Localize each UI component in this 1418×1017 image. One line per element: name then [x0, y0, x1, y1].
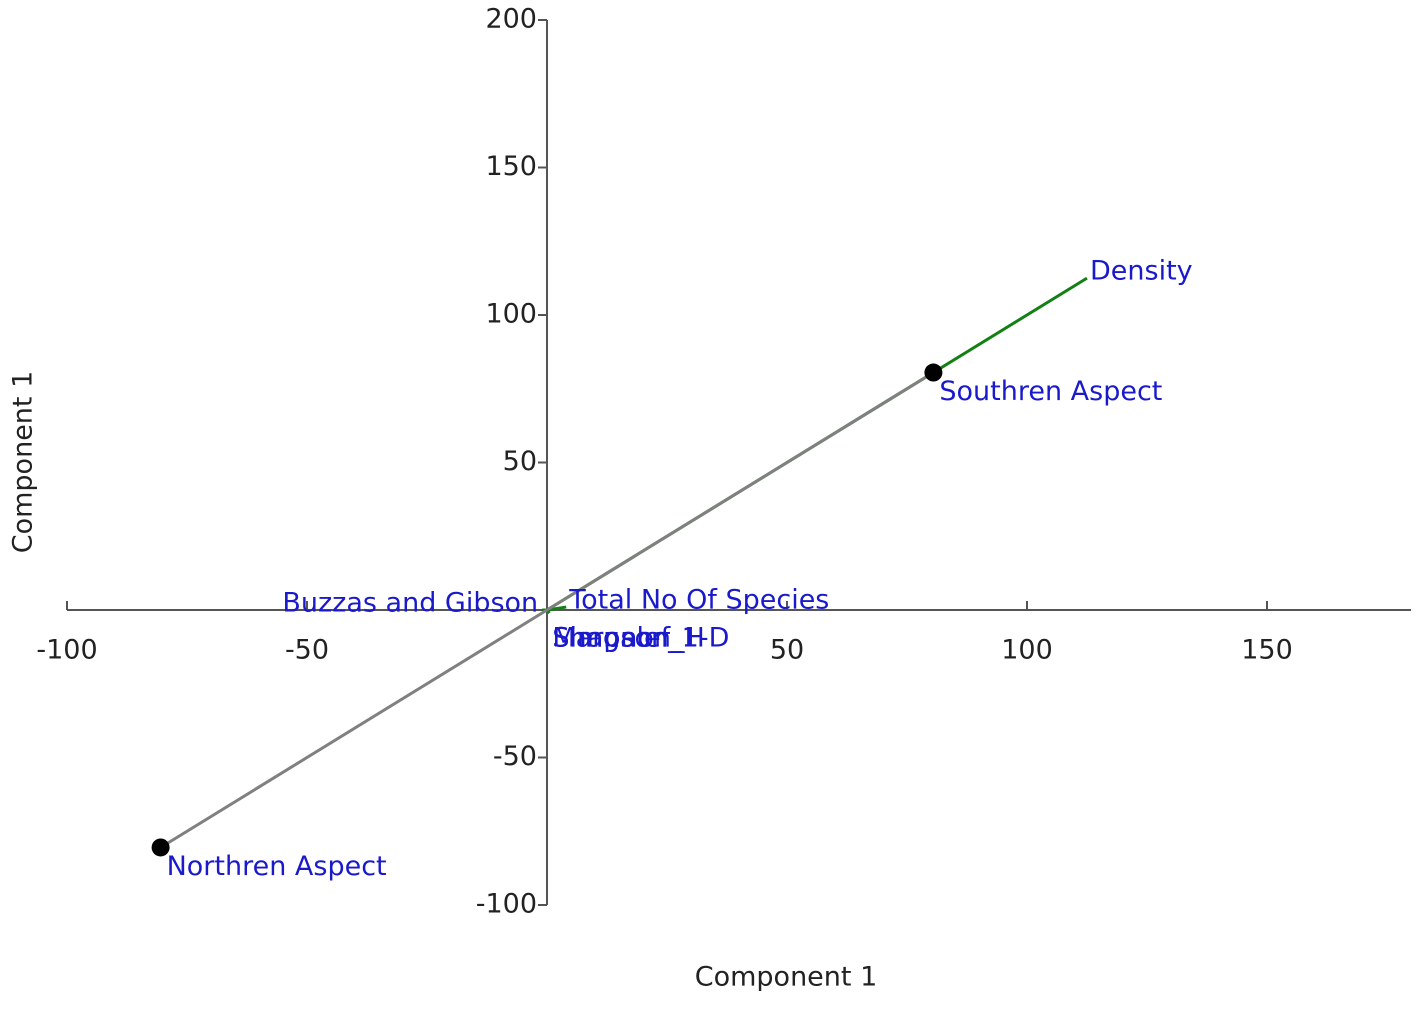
sample-line — [546, 371, 935, 612]
variable-label: Buzzas and Gibson — [282, 588, 538, 619]
variable-label: Shannon_H — [552, 622, 704, 653]
y-tick-label: 150 — [485, 151, 537, 182]
variable-label: Density — [1090, 256, 1193, 287]
sample-point — [151, 838, 170, 857]
x-tick-label: 100 — [1001, 635, 1053, 666]
y-axis-label: Component 1 — [8, 371, 39, 554]
variable-label: Total No Of Species — [568, 585, 829, 616]
y-tick-label: -100 — [476, 889, 537, 920]
y-tick-label: -50 — [493, 741, 537, 772]
sample-point — [924, 363, 943, 382]
variable-label: Simpson_1-D — [552, 622, 729, 653]
x-axis-label: Component 1 — [695, 962, 878, 993]
x-tick-label: -50 — [285, 635, 329, 666]
sample-label: Northren Aspect — [167, 851, 387, 882]
x-tick-label: 50 — [770, 635, 804, 666]
x-tick-label: 150 — [1241, 635, 1293, 666]
sample-line — [159, 608, 548, 849]
sample-label: Southren Aspect — [939, 376, 1162, 407]
y-tick-label: 50 — [503, 446, 537, 477]
x-tick-label: -100 — [36, 635, 97, 666]
y-tick-label: 200 — [485, 4, 537, 35]
y-tick-label: 100 — [485, 299, 537, 330]
variable-label: Margalef — [552, 622, 671, 653]
